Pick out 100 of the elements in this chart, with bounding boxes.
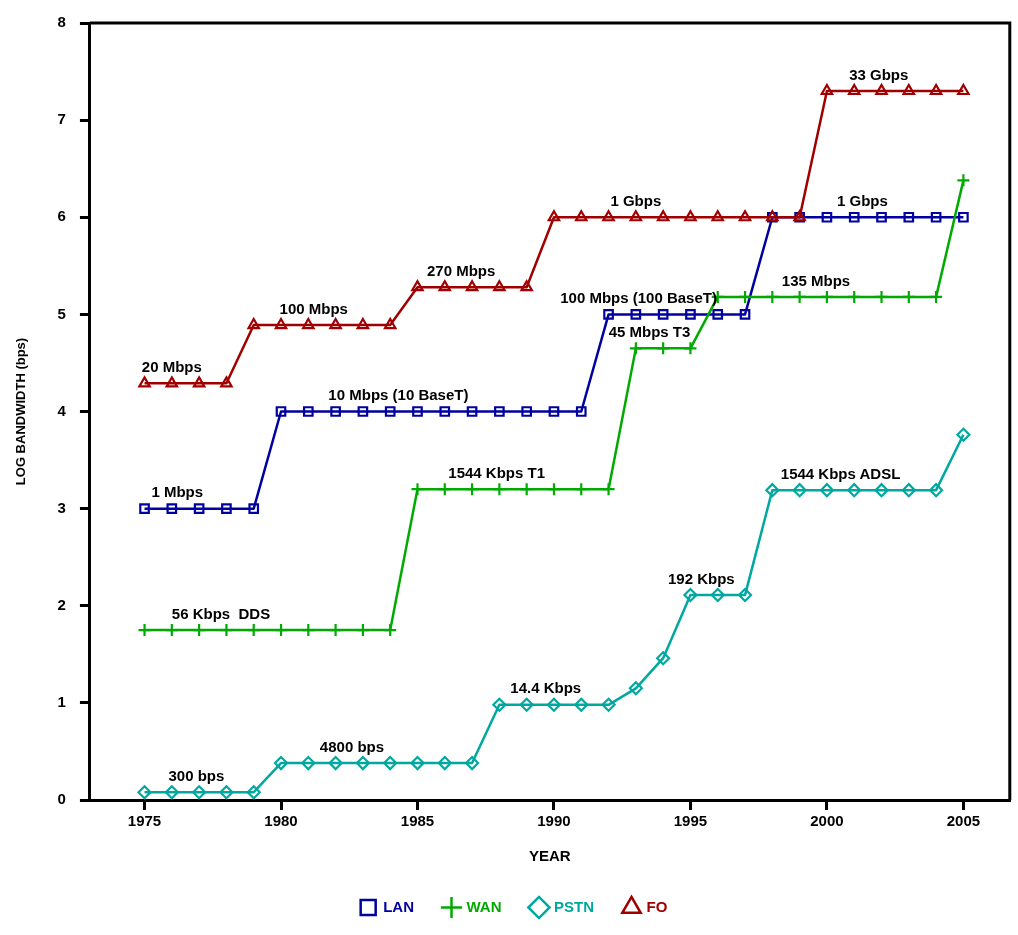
legend-label: PSTN <box>553 897 595 915</box>
point <box>546 697 562 712</box>
point <box>166 503 178 514</box>
point <box>220 376 233 388</box>
point <box>520 280 533 292</box>
point <box>819 483 835 498</box>
point <box>574 210 588 222</box>
point <box>521 406 533 417</box>
annotation: 45 Mbps T3 <box>608 323 691 341</box>
point <box>602 210 615 222</box>
annotation: 1544 Kbps T1 <box>448 463 545 481</box>
point <box>383 317 397 330</box>
point <box>301 755 316 771</box>
point <box>356 317 370 330</box>
point <box>219 785 234 800</box>
point <box>519 697 534 712</box>
point <box>875 83 888 96</box>
point <box>302 317 315 330</box>
point <box>355 755 370 771</box>
annotation: 135 Mbps <box>781 271 851 289</box>
y-tick-label: 8 <box>57 13 66 31</box>
point <box>548 406 560 417</box>
point <box>628 681 643 696</box>
point <box>275 406 287 417</box>
legend-label: LAN <box>383 897 414 915</box>
point <box>628 341 643 356</box>
point <box>656 210 670 222</box>
x-tick-label: 1990 <box>537 812 571 830</box>
point <box>274 317 288 330</box>
point <box>929 83 943 96</box>
point <box>711 210 725 222</box>
point <box>547 210 561 222</box>
point <box>738 210 752 222</box>
legend-label: WAN <box>466 897 502 915</box>
point <box>137 785 152 800</box>
point <box>657 309 669 320</box>
x-axis-title: YEAR <box>529 847 571 865</box>
point <box>383 755 398 771</box>
point <box>438 280 452 292</box>
point <box>302 406 314 417</box>
point <box>903 211 915 223</box>
annotation: 4800 bps <box>319 737 385 755</box>
point <box>412 406 423 417</box>
point <box>328 755 343 771</box>
point <box>683 587 698 603</box>
point <box>384 406 396 417</box>
point <box>957 83 970 96</box>
y-tick-label: 3 <box>57 498 66 516</box>
point <box>411 280 424 292</box>
point <box>410 482 425 497</box>
point <box>192 785 207 800</box>
point <box>630 309 642 320</box>
annotation: 56 Kbps DDS <box>171 604 271 622</box>
annotation: 1 Gbps <box>610 191 662 209</box>
point <box>929 483 944 498</box>
point <box>519 482 534 497</box>
x-tick-label: 1985 <box>400 812 435 830</box>
point <box>575 406 587 417</box>
annotation: 192 Kbps <box>668 569 735 587</box>
point <box>464 755 480 771</box>
point <box>710 587 725 603</box>
y-tick-label: 4 <box>57 401 67 419</box>
point <box>165 376 179 388</box>
point <box>357 406 369 417</box>
point <box>192 376 206 388</box>
y-tick-label: 7 <box>57 110 66 128</box>
point <box>958 211 969 223</box>
point <box>355 622 370 638</box>
annotation: 100 Mbps (100 BaseT) <box>560 289 717 307</box>
point <box>848 211 860 223</box>
point <box>603 309 614 320</box>
point <box>273 622 289 638</box>
point <box>656 651 671 666</box>
point <box>656 341 671 356</box>
x-tick-label: 1995 <box>673 812 708 830</box>
legend-label: FO <box>646 897 668 915</box>
point <box>847 83 861 96</box>
point <box>901 483 916 498</box>
point <box>737 587 753 603</box>
point <box>493 280 506 292</box>
point <box>820 83 834 96</box>
point <box>139 503 150 514</box>
point <box>956 427 971 442</box>
point <box>874 483 889 498</box>
y-axis-title: LOG BANDWIDTH (bps) <box>13 337 29 486</box>
point <box>273 755 289 771</box>
point <box>739 309 751 320</box>
y-tick-label: 0 <box>57 790 66 808</box>
point <box>328 622 343 638</box>
point <box>329 317 342 330</box>
point <box>902 83 916 96</box>
point <box>383 622 398 638</box>
point <box>929 289 944 304</box>
annotation: 1 Gbps <box>836 191 888 209</box>
point <box>685 309 696 320</box>
x-tick-label: 1975 <box>127 812 162 830</box>
point <box>164 785 179 800</box>
point <box>819 289 835 304</box>
point <box>437 755 452 771</box>
point <box>546 482 562 497</box>
